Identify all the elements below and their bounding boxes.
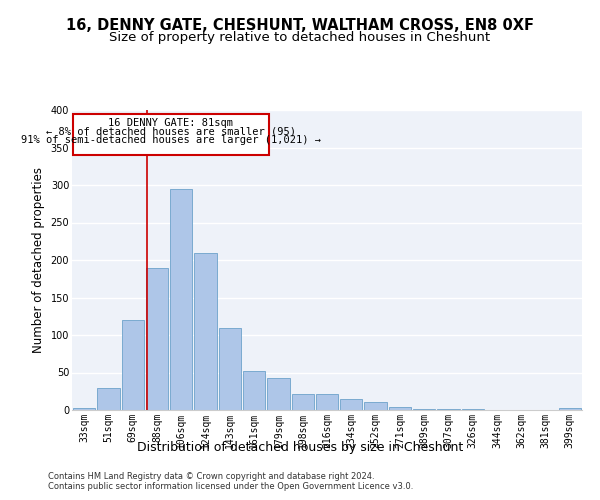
Bar: [243, 371, 265, 410]
Bar: [292, 394, 314, 410]
Y-axis label: Number of detached properties: Number of detached properties: [32, 167, 45, 353]
Bar: [194, 252, 217, 410]
Text: Distribution of detached houses by size in Cheshunt: Distribution of detached houses by size …: [137, 441, 463, 454]
Bar: [170, 188, 193, 410]
Bar: [146, 268, 168, 410]
Text: 91% of semi-detached houses are larger (1,021) →: 91% of semi-detached houses are larger (…: [21, 134, 321, 145]
Bar: [122, 320, 144, 410]
Bar: [389, 407, 411, 410]
Bar: [316, 394, 338, 410]
Bar: [218, 328, 241, 410]
Bar: [413, 408, 436, 410]
Bar: [340, 399, 362, 410]
Bar: [97, 388, 119, 410]
Text: Contains HM Land Registry data © Crown copyright and database right 2024.: Contains HM Land Registry data © Crown c…: [48, 472, 374, 481]
Text: 16 DENNY GATE: 81sqm: 16 DENNY GATE: 81sqm: [109, 118, 233, 128]
Text: Size of property relative to detached houses in Cheshunt: Size of property relative to detached ho…: [109, 31, 491, 44]
Bar: [559, 408, 581, 410]
Text: Contains public sector information licensed under the Open Government Licence v3: Contains public sector information licen…: [48, 482, 413, 491]
Bar: [364, 402, 387, 410]
Text: ← 8% of detached houses are smaller (95): ← 8% of detached houses are smaller (95): [46, 126, 296, 136]
Bar: [73, 408, 95, 410]
Bar: [437, 408, 460, 410]
Bar: [461, 409, 484, 410]
Bar: [267, 378, 290, 410]
Bar: [73, 114, 269, 155]
Text: 16, DENNY GATE, CHESHUNT, WALTHAM CROSS, EN8 0XF: 16, DENNY GATE, CHESHUNT, WALTHAM CROSS,…: [66, 18, 534, 32]
